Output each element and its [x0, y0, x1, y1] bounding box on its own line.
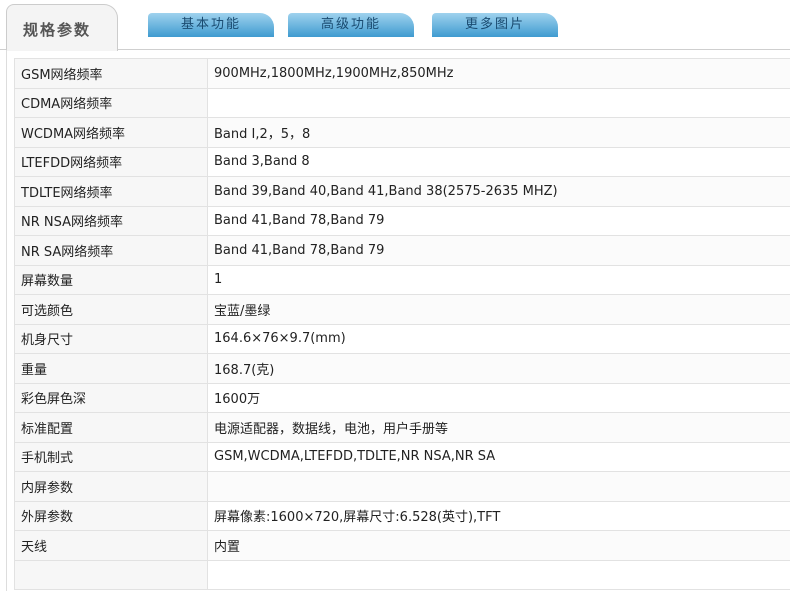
spec-label: TDLTE网络频率	[14, 176, 208, 207]
spec-label: GSM网络频率	[14, 58, 208, 89]
spec-label: 标准配置	[14, 412, 208, 443]
spec-value: 内置	[207, 530, 790, 561]
tab-basic-features[interactable]: 基本功能	[148, 13, 274, 37]
spec-label: LTEFDD网络频率	[14, 146, 208, 177]
table-row: 天线 内置	[14, 530, 790, 561]
table-row: 机身尺寸 164.6×76×9.7(mm)	[14, 323, 790, 354]
table-row: WCDMA网络频率 Band I,2，5，8	[14, 117, 790, 148]
spec-table: GSM网络频率 900MHz,1800MHz,1900MHz,850MHz CDMA…	[14, 58, 790, 590]
spec-label: 屏幕数量	[14, 264, 208, 295]
table-row: 标准配置 电源适配器，数据线，电池，用户手册等	[14, 412, 790, 443]
tab-specs[interactable]: 规格参数	[6, 4, 118, 51]
table-row	[14, 559, 790, 590]
spec-value: 900MHz,1800MHz,1900MHz,850MHz	[207, 58, 790, 89]
spec-label: NR SA网络频率	[14, 235, 208, 266]
spec-value: 宝蓝/墨绿	[207, 294, 790, 325]
spec-value: GSM,WCDMA,LTEFDD,TDLTE,NR NSA,NR SA	[207, 441, 790, 472]
tab-advanced-features[interactable]: 高级功能	[288, 13, 414, 37]
spec-value: 164.6×76×9.7(mm)	[207, 323, 790, 354]
spec-label	[14, 559, 208, 590]
table-row: 可选颜色 宝蓝/墨绿	[14, 294, 790, 325]
spec-value: 屏幕像素:1600×720,屏幕尺寸:6.528(英寸),TFT	[207, 500, 790, 531]
spec-label: 可选颜色	[14, 294, 208, 325]
spec-label: 彩色屏色深	[14, 382, 208, 413]
table-row: 屏幕数量 1	[14, 264, 790, 295]
spec-label: 机身尺寸	[14, 323, 208, 354]
table-row: LTEFDD网络频率 Band 3,Band 8	[14, 146, 790, 177]
tab-more-images[interactable]: 更多图片	[432, 13, 558, 37]
spec-value: Band 41,Band 78,Band 79	[207, 205, 790, 236]
spec-value: 168.7(克)	[207, 353, 790, 384]
spec-value: 1600万	[207, 382, 790, 413]
table-row: TDLTE网络频率 Band 39,Band 40,Band 41,Band 38…	[14, 176, 790, 207]
spec-label: 内屏参数	[14, 471, 208, 502]
spec-label: WCDMA网络频率	[14, 117, 208, 148]
table-row: CDMA网络频率	[14, 87, 790, 118]
table-row: 内屏参数	[14, 471, 790, 502]
spec-label: 重量	[14, 353, 208, 384]
table-row: NR NSA网络频率 Band 41,Band 78,Band 79	[14, 205, 790, 236]
spec-label: CDMA网络频率	[14, 87, 208, 118]
spec-label: 手机制式	[14, 441, 208, 472]
tab-bar: 规格参数 基本功能 高级功能 更多图片	[0, 0, 790, 51]
frame-border	[6, 50, 7, 591]
table-row: NR SA网络频率 Band 41,Band 78,Band 79	[14, 235, 790, 266]
table-row: 重量 168.7(克)	[14, 353, 790, 384]
spec-value: Band 3,Band 8	[207, 146, 790, 177]
spec-value	[207, 87, 790, 118]
spec-label: 天线	[14, 530, 208, 561]
spec-value	[207, 559, 790, 590]
spec-value	[207, 471, 790, 502]
table-row: 彩色屏色深 1600万	[14, 382, 790, 413]
spec-value: 电源适配器，数据线，电池，用户手册等	[207, 412, 790, 443]
spec-value: 1	[207, 264, 790, 295]
table-row: 手机制式 GSM,WCDMA,LTEFDD,TDLTE,NR NSA,NR SA	[14, 441, 790, 472]
spec-value: Band I,2，5，8	[207, 117, 790, 148]
spec-label: 外屏参数	[14, 500, 208, 531]
table-row: 外屏参数 屏幕像素:1600×720,屏幕尺寸:6.528(英寸),TFT	[14, 500, 790, 531]
spec-label: NR NSA网络频率	[14, 205, 208, 236]
spec-value: Band 39,Band 40,Band 41,Band 38(2575-263…	[207, 176, 790, 207]
table-row: GSM网络频率 900MHz,1800MHz,1900MHz,850MHz	[14, 58, 790, 89]
spec-value: Band 41,Band 78,Band 79	[207, 235, 790, 266]
